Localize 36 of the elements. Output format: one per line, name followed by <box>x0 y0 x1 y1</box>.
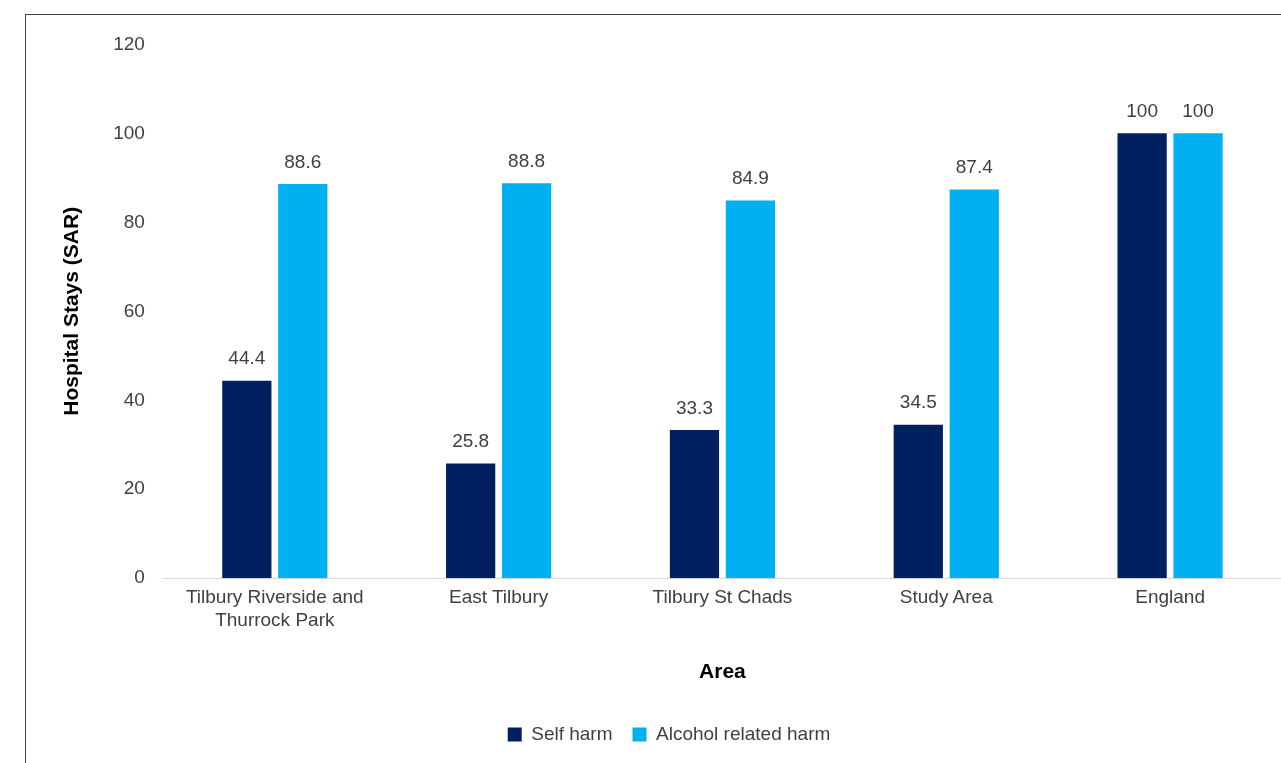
x-tick-label: East Tilbury <box>449 585 549 607</box>
bar <box>893 424 943 579</box>
y-tick-label: 80 <box>123 210 145 232</box>
bar <box>446 463 496 579</box>
data-label: 88.8 <box>508 149 546 171</box>
bar <box>222 380 272 579</box>
data-label: 84.9 <box>731 167 769 189</box>
x-tick-label: Study Area <box>899 585 994 607</box>
bar <box>1117 133 1167 579</box>
data-label: 33.3 <box>675 396 713 418</box>
x-tick-label: Tilbury St Chads <box>652 585 793 607</box>
legend-label: Alcohol related harm <box>656 722 831 744</box>
y-tick-label: 100 <box>113 121 145 143</box>
data-label: 88.6 <box>284 150 322 172</box>
x-axis-title: Area <box>699 659 747 683</box>
legend-label: Self harm <box>531 722 613 744</box>
data-label: 34.5 <box>899 391 937 413</box>
data-label: 100 <box>1126 100 1158 122</box>
bar <box>949 189 999 579</box>
data-label: 25.8 <box>452 430 490 452</box>
bar <box>1173 133 1223 579</box>
x-tick-label: England <box>1135 585 1205 607</box>
y-tick-label: 20 <box>123 477 145 499</box>
bar <box>501 183 552 579</box>
y-tick-label: 120 <box>113 32 145 54</box>
y-tick-label: 60 <box>123 299 145 321</box>
bar <box>669 430 720 579</box>
y-tick-label: 0 <box>134 566 145 588</box>
y-axis-title: Hospital Stays (SAR) <box>59 206 83 416</box>
y-tick-label: 40 <box>123 388 145 410</box>
data-label: 100 <box>1182 100 1214 122</box>
bar <box>278 184 328 579</box>
data-label: 87.4 <box>955 156 994 178</box>
data-label: 44.4 <box>228 347 266 369</box>
bar <box>725 200 776 579</box>
x-tick-label: Tilbury Riverside and Thurrock Park <box>185 585 364 630</box>
